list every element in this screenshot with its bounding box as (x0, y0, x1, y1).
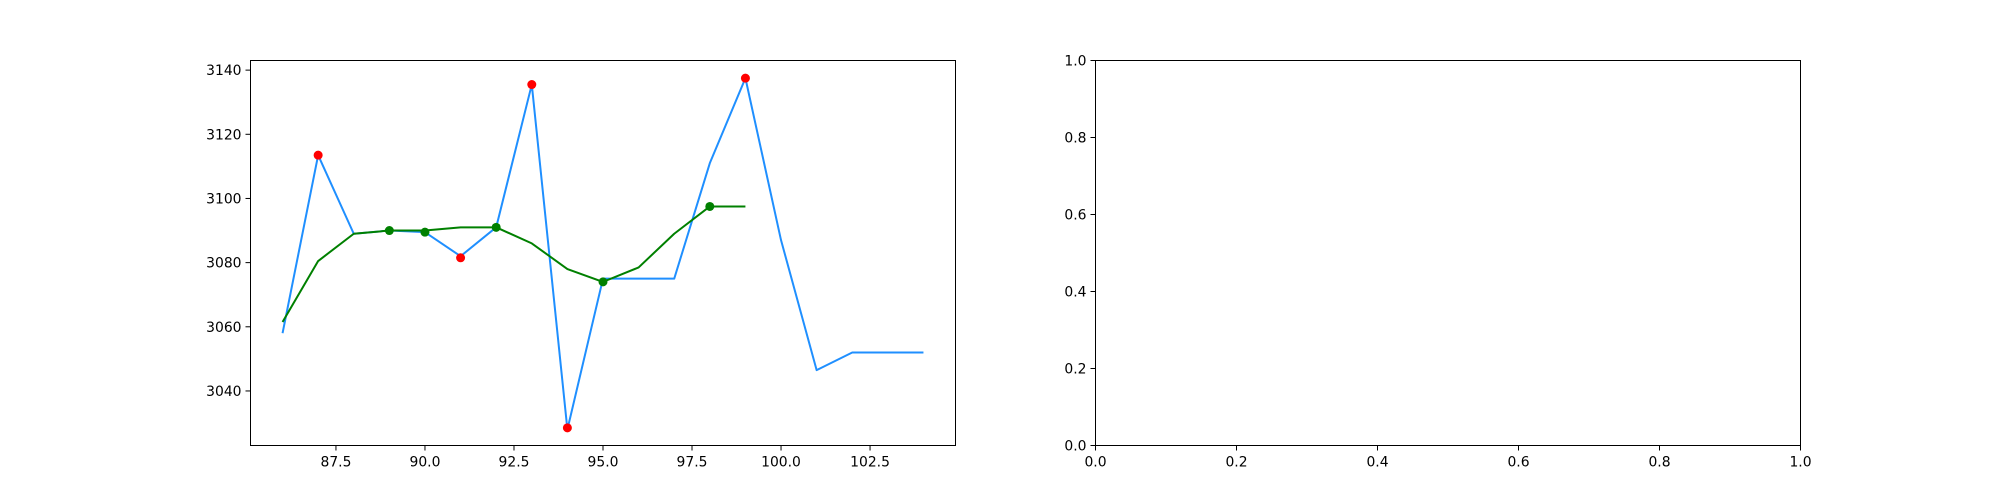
left-chart-scatter-0-point-0 (313, 150, 323, 160)
right-chart-ytick-label-4: 0.8 (1064, 131, 1086, 147)
right-chart-xtick-label-5: 1.0 (1789, 455, 1811, 471)
right-chart-axes: 0.0 0.2 0.4 0.6 0.8 1.0 0.0 0.2 0.4 0.6 0.8 1.0 (1064, 54, 1811, 471)
left-chart: 87.5 90.0 92.5 95.0 97.5 100.0 102.5 3040 3060 30… (206, 60, 956, 471)
left-chart-xtick-label-5: 100.0 (761, 455, 801, 471)
right-chart: 0.0 0.2 0.4 0.6 0.8 1.0 0.0 0.2 0.4 0.6 0.8 1.0 (1064, 54, 1811, 471)
right-chart-ytick-label-5: 1.0 (1064, 54, 1086, 70)
left-chart-ytick-label-0: 3040 (206, 384, 241, 400)
left-chart-ytick-label-4: 3120 (206, 127, 241, 143)
right-chart-xtick-label-3: 0.6 (1507, 455, 1529, 471)
left-chart-scatter-0-point-2 (527, 80, 537, 90)
right-chart-xtick-label-0: 0.0 (1084, 455, 1106, 471)
left-chart-ytick-label-3: 3100 (206, 191, 241, 207)
left-chart-scatter-0-point-1 (456, 253, 466, 263)
left-chart-scatter-1-point-2 (491, 222, 501, 232)
left-chart-xtick-label-2: 92.5 (499, 455, 530, 471)
right-chart-frame (1095, 60, 1801, 446)
right-chart-ytick-label-1: 0.2 (1064, 362, 1086, 378)
left-chart-ytick-label-5: 3140 (206, 63, 241, 79)
left-chart-xtick-label-3: 95.0 (588, 455, 619, 471)
left-chart-ytick-label-1: 3060 (206, 320, 241, 336)
left-chart-xtick-label-0: 87.5 (320, 455, 351, 471)
left-chart-scatter-1-point-0 (384, 226, 394, 236)
left-chart-axes: 87.5 90.0 92.5 95.0 97.5 100.0 102.5 3040 3060 30… (206, 63, 890, 470)
right-chart-xtick-label-1: 0.2 (1225, 455, 1247, 471)
left-chart-xtick-label-1: 90.0 (410, 455, 441, 471)
right-chart-xtick-label-4: 0.8 (1648, 455, 1670, 471)
left-chart-scatter-0-point-4 (740, 73, 750, 83)
left-chart-scatter-1-point-4 (705, 201, 715, 211)
right-chart-ytick-label-3: 0.6 (1064, 208, 1086, 224)
right-chart-ytick-label-0: 0.0 (1064, 439, 1086, 455)
left-chart-scatter-1-point-3 (598, 277, 608, 287)
right-chart-ytick-label-2: 0.4 (1064, 285, 1086, 301)
left-chart-scatter-0-point-3 (562, 423, 572, 433)
left-chart-xtick-label-6: 102.5 (850, 455, 890, 471)
left-chart-xtick-label-4: 97.5 (677, 455, 708, 471)
left-chart-ytick-label-2: 3080 (206, 256, 241, 272)
left-chart-line-series-1 (281, 205, 746, 323)
left-chart-scatter-1-point-1 (420, 227, 430, 237)
right-chart-xtick-label-2: 0.4 (1366, 455, 1388, 471)
left-chart-series (281, 73, 924, 433)
